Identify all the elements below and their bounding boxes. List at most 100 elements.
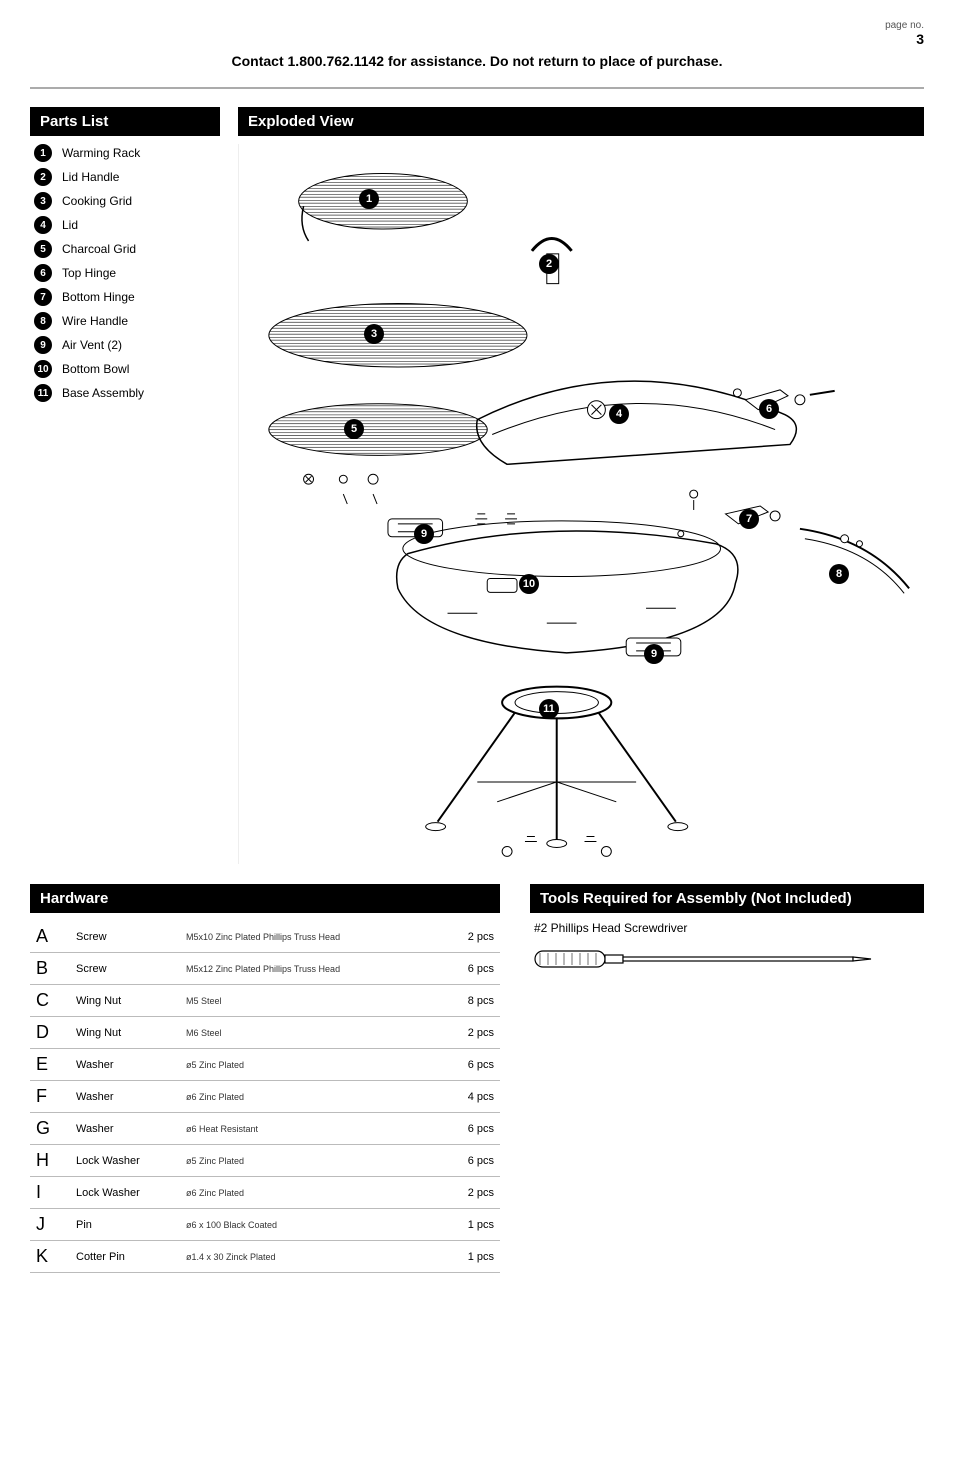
hardware-row: DWing NutM6 Steel2 pcs [30, 1017, 500, 1049]
part-number-bullet: 6 [34, 264, 52, 282]
callout-number: 4 [609, 404, 629, 424]
hw-qty: 4 pcs [430, 1081, 500, 1113]
diagram-callout: 10 [519, 574, 539, 594]
diagram-callout: 3 [364, 324, 384, 344]
parts-row: 7 Bottom Hinge [34, 288, 220, 306]
hw-spec: M5x12 Zinc Plated Phillips Truss Head [180, 953, 430, 985]
hw-spec: ø6 Heat Resistant [180, 1113, 430, 1145]
hw-qty: 6 pcs [430, 1113, 500, 1145]
diagram-callout: 9 [414, 524, 434, 544]
hardware-row: GWasherø6 Heat Resistant6 pcs [30, 1113, 500, 1145]
callout-number: 10 [519, 574, 539, 594]
part-label: Warming Rack [62, 146, 140, 160]
part-label: Air Vent (2) [62, 338, 122, 352]
hw-letter: K [30, 1241, 70, 1273]
hardware-table: AScrewM5x10 Zinc Plated Phillips Truss H… [30, 921, 500, 1273]
hw-name: Wing Nut [70, 1017, 180, 1049]
hw-name: Lock Washer [70, 1177, 180, 1209]
callout-number: 9 [644, 644, 664, 664]
hardware-title: Hardware [30, 884, 500, 913]
hw-spec: M5 Steel [180, 985, 430, 1017]
part-number-bullet: 5 [34, 240, 52, 258]
parts-row: 9 Air Vent (2) [34, 336, 220, 354]
part-number-bullet: 8 [34, 312, 52, 330]
hw-letter: F [30, 1081, 70, 1113]
callout-number: 8 [829, 564, 849, 584]
hw-letter: H [30, 1145, 70, 1177]
part-label: Lid [62, 218, 78, 232]
hw-spec: ø1.4 x 30 Zinck Plated [180, 1241, 430, 1273]
hw-spec: ø6 Zinc Plated [180, 1081, 430, 1113]
hw-qty: 2 pcs [430, 1017, 500, 1049]
part-number-bullet: 10 [34, 360, 52, 378]
diagram-callout: 9 [644, 644, 664, 664]
part-label: Bottom Hinge [62, 290, 135, 304]
screwdriver-icon [530, 939, 890, 979]
hw-name: Pin [70, 1209, 180, 1241]
parts-list-title: Parts List [30, 107, 220, 136]
diagram-callout: 6 [759, 399, 779, 419]
callout-number: 9 [414, 524, 434, 544]
part-label: Bottom Bowl [62, 362, 129, 376]
hw-name: Screw [70, 921, 180, 953]
header-text: Contact 1.800.762.1142 for assistance. D… [30, 47, 924, 89]
hw-letter: C [30, 985, 70, 1017]
diagram-callout: 1 [359, 189, 379, 209]
parts-row: 1 Warming Rack [34, 144, 220, 162]
hardware-row: HLock Washerø5 Zinc Plated6 pcs [30, 1145, 500, 1177]
parts-row: 10 Bottom Bowl [34, 360, 220, 378]
callout-number: 1 [359, 189, 379, 209]
hw-qty: 8 pcs [430, 985, 500, 1017]
hw-letter: D [30, 1017, 70, 1049]
part-number-bullet: 3 [34, 192, 52, 210]
parts-row: 2 Lid Handle [34, 168, 220, 186]
hw-name: Washer [70, 1049, 180, 1081]
parts-row: 11 Base Assembly [34, 384, 220, 402]
hw-qty: 6 pcs [430, 1145, 500, 1177]
diagram-callout: 4 [609, 404, 629, 424]
tools-title: Tools Required for Assembly (Not Include… [530, 884, 924, 913]
part-number-bullet: 9 [34, 336, 52, 354]
part-number-bullet: 2 [34, 168, 52, 186]
hardware-row: JPinø6 x 100 Black Coated1 pcs [30, 1209, 500, 1241]
hw-letter: J [30, 1209, 70, 1241]
parts-row: 6 Top Hinge [34, 264, 220, 282]
part-number-bullet: 1 [34, 144, 52, 162]
hw-spec: ø5 Zinc Plated [180, 1049, 430, 1081]
hw-qty: 1 pcs [430, 1241, 500, 1273]
hardware-row: ILock Washerø6 Zinc Plated2 pcs [30, 1177, 500, 1209]
tool-label: #2 Phillips Head Screwdriver [534, 921, 924, 935]
diagram-callout: 2 [539, 254, 559, 274]
hardware-row: AScrewM5x10 Zinc Plated Phillips Truss H… [30, 921, 500, 953]
hw-name: Wing Nut [70, 985, 180, 1017]
exploded-diagram: 1 2 3 4 5 6 7 8 9 10 9 11 [238, 144, 924, 864]
diagram-callout: 5 [344, 419, 364, 439]
part-label: Base Assembly [62, 386, 144, 400]
callout-number: 6 [759, 399, 779, 419]
hw-qty: 6 pcs [430, 953, 500, 985]
part-label: Charcoal Grid [62, 242, 136, 256]
hw-spec: M6 Steel [180, 1017, 430, 1049]
part-label: Wire Handle [62, 314, 128, 328]
exploded-svg [249, 144, 924, 864]
hw-qty: 2 pcs [430, 921, 500, 953]
part-number-bullet: 4 [34, 216, 52, 234]
callout-number: 7 [739, 509, 759, 529]
hardware-row: EWasherø5 Zinc Plated6 pcs [30, 1049, 500, 1081]
hw-qty: 6 pcs [430, 1049, 500, 1081]
page-number: 3 [30, 31, 924, 47]
page-no-label: page no. [885, 20, 924, 31]
hardware-row: BScrewM5x12 Zinc Plated Phillips Truss H… [30, 953, 500, 985]
hw-qty: 2 pcs [430, 1177, 500, 1209]
callout-number: 5 [344, 419, 364, 439]
part-label: Lid Handle [62, 170, 119, 184]
hw-name: Washer [70, 1081, 180, 1113]
part-label: Top Hinge [62, 266, 116, 280]
hw-letter: I [30, 1177, 70, 1209]
hw-letter: G [30, 1113, 70, 1145]
part-number-bullet: 7 [34, 288, 52, 306]
hw-spec: M5x10 Zinc Plated Phillips Truss Head [180, 921, 430, 953]
diagram-callout: 11 [539, 699, 559, 719]
hw-spec: ø6 x 100 Black Coated [180, 1209, 430, 1241]
part-number-bullet: 11 [34, 384, 52, 402]
